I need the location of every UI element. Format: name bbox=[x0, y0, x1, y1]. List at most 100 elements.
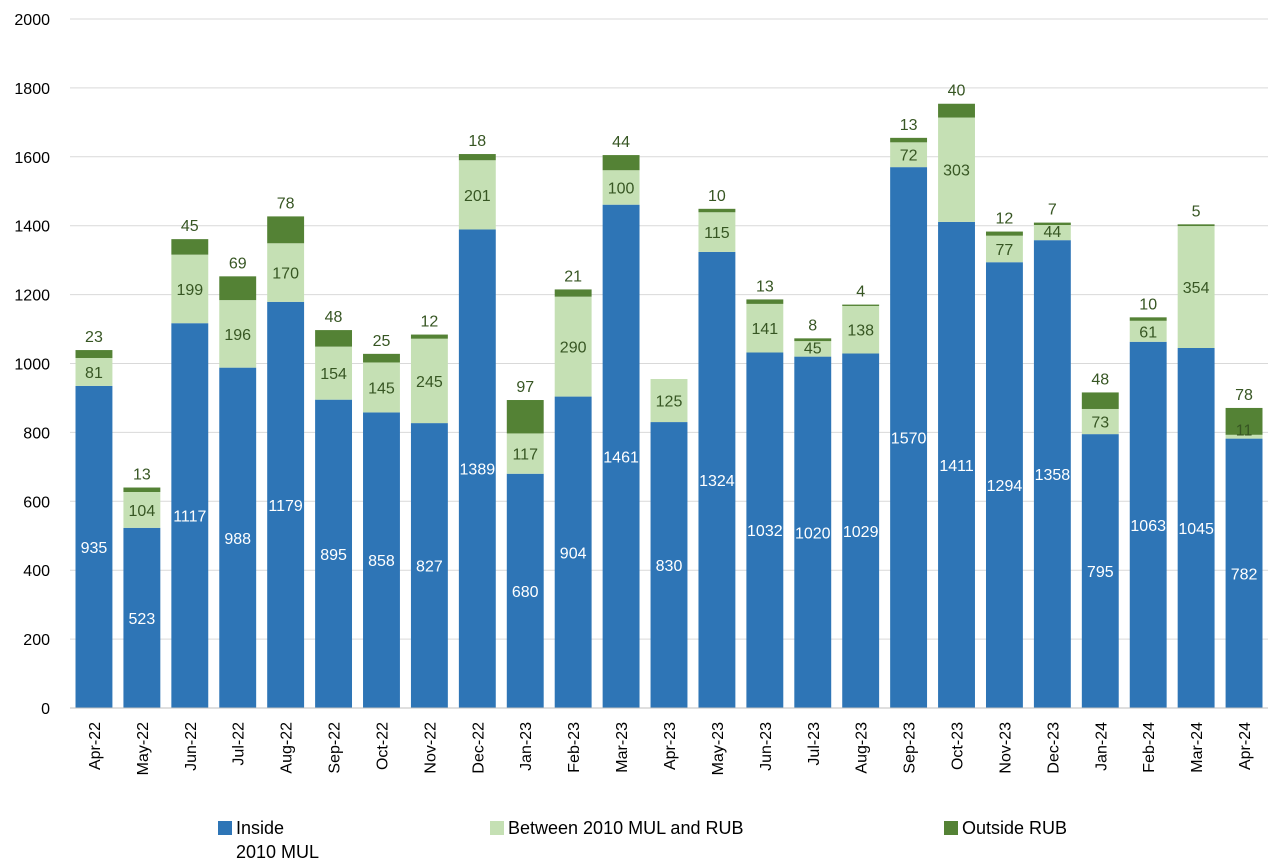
y-tick-label: 2000 bbox=[14, 12, 50, 29]
x-tick-label: Apr-23 bbox=[662, 722, 679, 770]
data-label-between: 245 bbox=[416, 374, 443, 391]
bar-inside bbox=[1129, 341, 1167, 708]
x-tick-label: Dec-23 bbox=[1045, 722, 1062, 774]
y-tick-label: 1000 bbox=[14, 357, 50, 374]
bar-inside bbox=[219, 367, 257, 708]
data-label-between: 117 bbox=[512, 447, 538, 464]
data-label-outside: 48 bbox=[325, 309, 343, 326]
y-tick-label: 1400 bbox=[14, 219, 50, 236]
data-label-between: 115 bbox=[704, 225, 730, 242]
bar-between bbox=[123, 491, 161, 528]
legend-label-between: Between 2010 MUL and RUB bbox=[508, 818, 744, 838]
data-label-inside: 1411 bbox=[939, 458, 974, 475]
data-label-inside: 830 bbox=[656, 558, 683, 575]
x-tick-label: Sep-23 bbox=[902, 722, 919, 774]
bar-inside bbox=[267, 301, 305, 708]
bar-outside bbox=[123, 487, 161, 492]
data-label-between: 73 bbox=[1091, 415, 1109, 432]
x-tick-label: Mar-23 bbox=[614, 722, 631, 773]
legend-item-inside: Inside 2010 MUL bbox=[218, 816, 319, 864]
y-tick-label: 0 bbox=[41, 701, 50, 718]
bar-between bbox=[650, 379, 688, 423]
data-label-inside: 1389 bbox=[460, 462, 496, 479]
y-tick-label: 600 bbox=[23, 494, 50, 511]
data-label-between: 138 bbox=[847, 323, 874, 340]
data-label-inside: 827 bbox=[416, 559, 443, 576]
data-label-inside: 1358 bbox=[1035, 467, 1071, 484]
bar-inside bbox=[554, 396, 592, 708]
legend-label-inside-line1: Inside bbox=[236, 818, 285, 838]
data-label-outside: 97 bbox=[516, 379, 534, 396]
y-tick-label: 1200 bbox=[14, 288, 50, 305]
data-label-between: 72 bbox=[900, 148, 918, 165]
bar-between bbox=[794, 341, 832, 357]
bar-between bbox=[985, 235, 1023, 263]
data-label-outside: 18 bbox=[468, 133, 486, 150]
x-tick-label: Sep-22 bbox=[327, 722, 344, 774]
bar-outside bbox=[1081, 392, 1119, 409]
data-label-between: 201 bbox=[464, 188, 491, 205]
bar-between bbox=[171, 254, 209, 324]
data-label-inside: 935 bbox=[81, 540, 108, 557]
data-label-between: 44 bbox=[1043, 224, 1061, 241]
bar-between bbox=[1225, 434, 1263, 439]
bar-between bbox=[938, 117, 975, 222]
bar-inside bbox=[506, 473, 544, 708]
data-label-inside: 680 bbox=[512, 584, 539, 601]
data-label-outside: 13 bbox=[133, 467, 151, 484]
data-label-between: 145 bbox=[368, 380, 395, 397]
data-label-inside: 782 bbox=[1231, 566, 1258, 583]
bar-between bbox=[267, 243, 305, 302]
data-label-outside: 25 bbox=[373, 333, 391, 350]
data-label-outside: 8 bbox=[808, 317, 817, 334]
x-tick-label: Apr-22 bbox=[87, 722, 104, 770]
x-tick-label: May-23 bbox=[710, 722, 727, 775]
legend-swatch-inside bbox=[218, 821, 232, 835]
data-label-inside: 1570 bbox=[891, 431, 927, 448]
data-label-inside: 1461 bbox=[603, 449, 639, 466]
data-label-outside: 13 bbox=[900, 117, 918, 134]
bar-between bbox=[506, 433, 544, 474]
data-label-outside: 78 bbox=[277, 195, 295, 212]
legend-label-inside-line2: 2010 MUL bbox=[236, 842, 320, 862]
data-label-between: 354 bbox=[1183, 280, 1210, 297]
data-label-between: 77 bbox=[996, 242, 1014, 259]
bar-outside bbox=[171, 239, 209, 255]
bar-outside bbox=[890, 137, 928, 143]
data-label-between: 199 bbox=[176, 282, 203, 299]
bar-between bbox=[315, 346, 353, 400]
y-tick-label: 400 bbox=[23, 563, 50, 580]
bar-between bbox=[890, 142, 928, 168]
data-label-inside: 1045 bbox=[1178, 521, 1214, 538]
data-label-outside: 10 bbox=[1139, 296, 1157, 313]
bar-inside bbox=[315, 399, 353, 708]
bar-outside bbox=[794, 338, 832, 342]
data-label-inside: 1324 bbox=[699, 473, 735, 490]
data-label-outside: 78 bbox=[1235, 387, 1253, 404]
data-label-between: 303 bbox=[943, 163, 970, 180]
data-label-inside: 1117 bbox=[173, 509, 206, 526]
bar-between bbox=[554, 296, 592, 397]
x-tick-label: Feb-23 bbox=[566, 722, 583, 773]
data-label-outside: 45 bbox=[181, 218, 199, 235]
data-label-between: 196 bbox=[224, 327, 251, 344]
bar-outside bbox=[219, 276, 257, 301]
bar-outside bbox=[985, 231, 1023, 236]
bar-outside bbox=[315, 330, 353, 347]
bar-inside bbox=[458, 229, 496, 708]
bar-between bbox=[219, 300, 257, 368]
bar-between bbox=[1129, 320, 1167, 342]
data-label-outside: 5 bbox=[1192, 203, 1201, 220]
data-label-inside: 895 bbox=[320, 547, 347, 564]
y-tick-label: 200 bbox=[23, 632, 50, 649]
data-label-inside: 858 bbox=[368, 553, 395, 570]
data-label-outside: 44 bbox=[612, 134, 630, 151]
bar-outside bbox=[1129, 317, 1167, 321]
data-label-between: 141 bbox=[751, 321, 778, 338]
data-label-outside: 12 bbox=[996, 211, 1014, 228]
bar-outside bbox=[363, 353, 400, 363]
data-label-between: 45 bbox=[804, 341, 822, 358]
legend-label-outside: Outside RUB bbox=[962, 818, 1068, 838]
legend-item-between: Between 2010 MUL and RUB bbox=[490, 816, 743, 840]
bar-inside bbox=[794, 356, 832, 708]
